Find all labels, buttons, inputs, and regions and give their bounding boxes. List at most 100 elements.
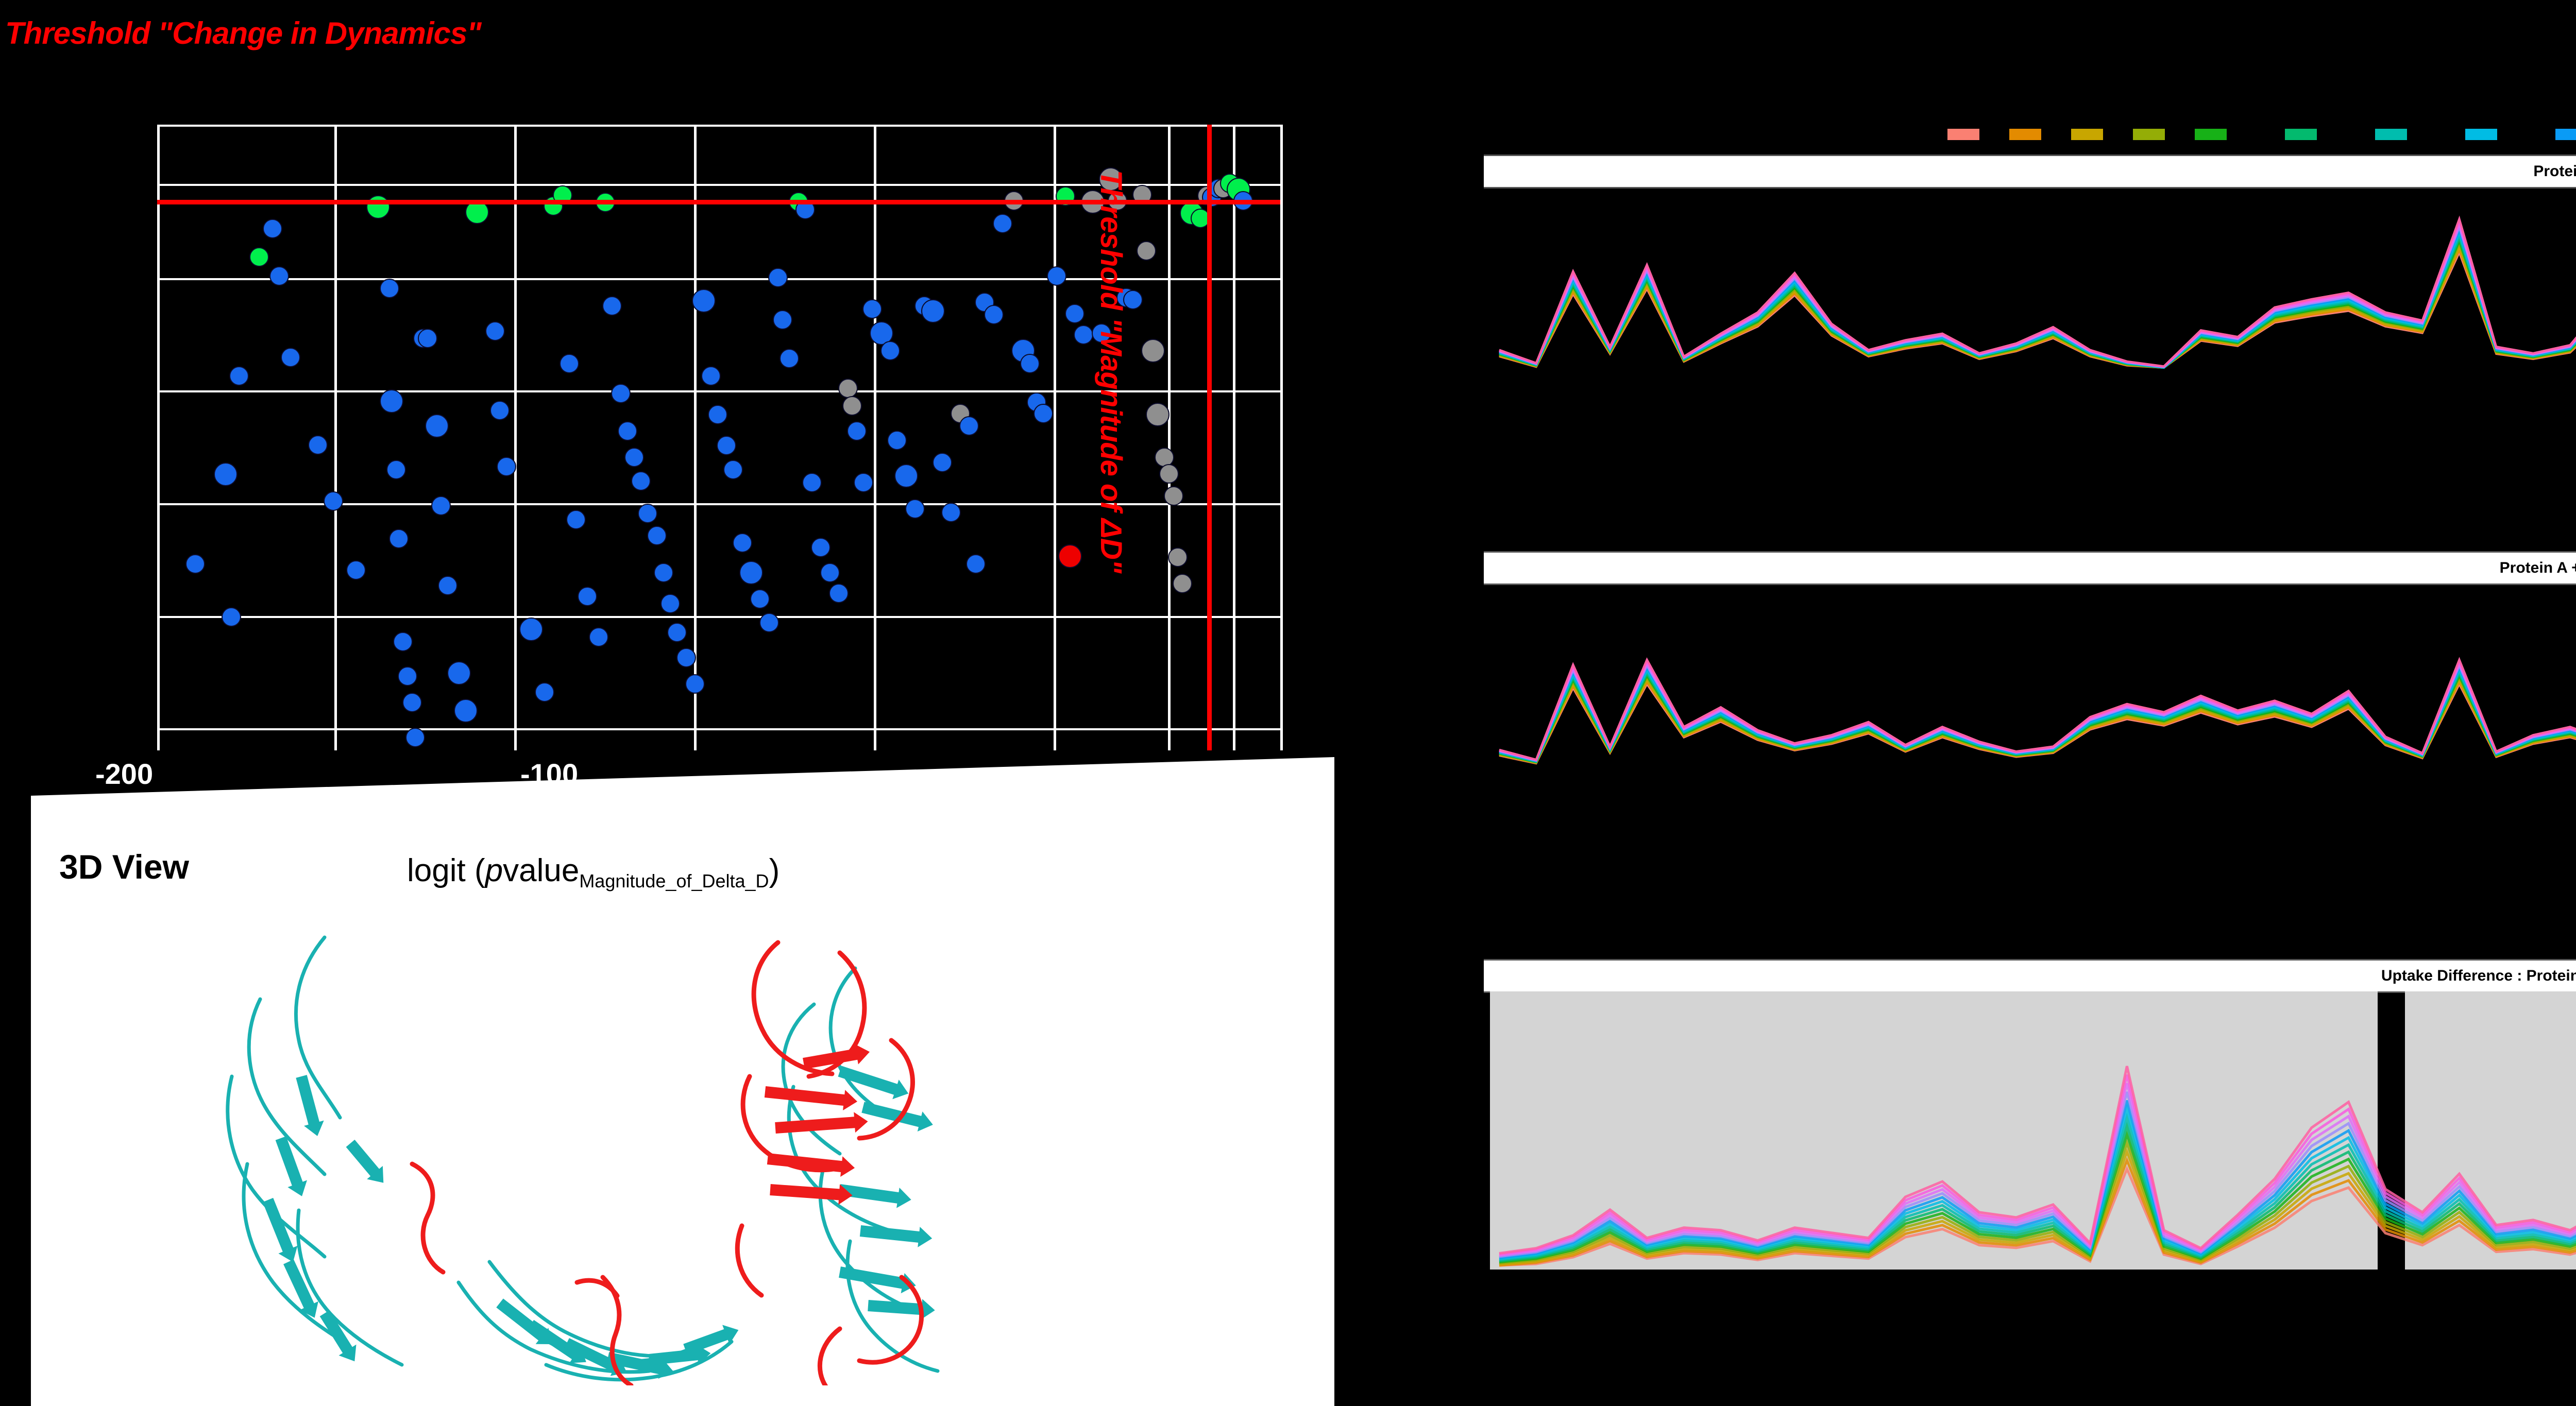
scatter-point[interactable] bbox=[1146, 403, 1170, 426]
scatter-point[interactable] bbox=[618, 421, 637, 441]
scatter-point[interactable] bbox=[692, 289, 716, 313]
scatter-point[interactable] bbox=[1141, 339, 1165, 363]
scatter-point[interactable] bbox=[324, 491, 343, 511]
scatter-point[interactable] bbox=[519, 618, 543, 641]
ribbon-sheet-arrow bbox=[682, 1321, 742, 1359]
scatter-point[interactable] bbox=[602, 296, 622, 316]
scatter-point[interactable] bbox=[281, 348, 300, 367]
scatter-point[interactable] bbox=[880, 341, 900, 361]
scatter-point[interactable] bbox=[773, 310, 792, 330]
scatter-point[interactable] bbox=[708, 405, 727, 424]
scatter-point[interactable] bbox=[269, 266, 289, 286]
scatter-point[interactable] bbox=[425, 414, 449, 438]
scatter-point[interactable] bbox=[1168, 547, 1188, 567]
scatter-point[interactable] bbox=[263, 219, 282, 238]
scatter-point[interactable] bbox=[723, 460, 743, 479]
scatter-point[interactable] bbox=[984, 305, 1004, 324]
scatter-point[interactable] bbox=[1065, 304, 1084, 323]
scatter-point[interactable] bbox=[959, 416, 979, 436]
scatter-point[interactable] bbox=[905, 499, 925, 519]
scatter-point[interactable] bbox=[802, 473, 822, 492]
scatter-point[interactable] bbox=[214, 462, 238, 486]
scatter-point[interactable] bbox=[380, 389, 403, 413]
scatter-point[interactable] bbox=[535, 682, 554, 702]
scatter-point[interactable] bbox=[308, 435, 328, 455]
scatter-point[interactable] bbox=[733, 533, 752, 553]
scatter-point[interactable] bbox=[454, 699, 478, 723]
x-axis-label-main: logit ( bbox=[407, 853, 485, 888]
uptake-chart-difference[interactable] bbox=[1484, 991, 2576, 1270]
scatter-point[interactable] bbox=[1033, 404, 1053, 423]
scatter-point[interactable] bbox=[402, 693, 422, 712]
scatter-point[interactable] bbox=[933, 453, 952, 472]
scatter-point[interactable] bbox=[624, 448, 644, 467]
scatter-point[interactable] bbox=[829, 584, 849, 603]
scatter-point[interactable] bbox=[222, 607, 241, 627]
scatter-point[interactable] bbox=[838, 379, 858, 398]
scatter-point[interactable] bbox=[249, 247, 269, 267]
scatter-point[interactable] bbox=[667, 623, 687, 642]
scatter-point[interactable] bbox=[887, 431, 907, 450]
scatter-point[interactable] bbox=[854, 473, 873, 492]
scatter-point[interactable] bbox=[386, 460, 406, 479]
scatter-point[interactable] bbox=[1020, 354, 1040, 373]
uptake-chart-protein-a[interactable] bbox=[1484, 186, 2576, 372]
scatter-point[interactable] bbox=[739, 561, 763, 585]
scatter-point[interactable] bbox=[894, 464, 918, 488]
scatter-point[interactable] bbox=[847, 421, 867, 441]
scatter-point[interactable] bbox=[490, 401, 510, 420]
scatter-point[interactable] bbox=[185, 554, 205, 574]
scatter-point[interactable] bbox=[921, 299, 945, 323]
scatter-point[interactable] bbox=[393, 632, 413, 651]
scatter-point[interactable] bbox=[560, 354, 579, 373]
scatter-point[interactable] bbox=[750, 589, 770, 609]
scatter-point[interactable] bbox=[654, 563, 673, 582]
uptake-chart-protein-a-ligand[interactable] bbox=[1484, 583, 2576, 768]
scatter-point[interactable] bbox=[1173, 574, 1192, 593]
scatter-point[interactable] bbox=[431, 496, 451, 516]
scatter-point[interactable] bbox=[497, 457, 516, 476]
scatter-point[interactable] bbox=[438, 576, 457, 595]
scatter-point[interactable] bbox=[862, 299, 882, 319]
protein-ribbon-diagram[interactable] bbox=[170, 922, 1072, 1385]
scatter-point[interactable] bbox=[366, 195, 390, 219]
scatter-point[interactable] bbox=[717, 436, 736, 455]
scatter-point[interactable] bbox=[759, 613, 779, 632]
scatter-point[interactable] bbox=[820, 563, 840, 582]
scatter-point[interactable] bbox=[779, 349, 799, 368]
scatter-point[interactable] bbox=[638, 504, 657, 523]
scatter-point[interactable] bbox=[941, 503, 961, 522]
scatter-point[interactable] bbox=[589, 627, 608, 647]
scatter-point[interactable] bbox=[447, 661, 471, 685]
scatter-point[interactable] bbox=[566, 510, 586, 529]
scatter-point[interactable] bbox=[485, 321, 505, 341]
scatter-point[interactable] bbox=[418, 329, 437, 348]
scatter-point[interactable] bbox=[611, 384, 631, 403]
scatter-point[interactable] bbox=[966, 554, 986, 574]
scatter-point[interactable] bbox=[229, 366, 249, 386]
scatter-point[interactable] bbox=[389, 529, 409, 548]
scatter-point[interactable] bbox=[346, 560, 366, 580]
scatter-point[interactable] bbox=[811, 538, 831, 557]
scatter-point[interactable] bbox=[380, 279, 399, 298]
scatter-point[interactable] bbox=[1058, 544, 1082, 568]
scatter-point[interactable] bbox=[701, 366, 721, 386]
scatter-point[interactable] bbox=[1164, 486, 1183, 506]
scatter-point[interactable] bbox=[398, 666, 417, 686]
scatter-point[interactable] bbox=[676, 648, 696, 667]
scatter-point[interactable] bbox=[1137, 241, 1156, 261]
scatter-point[interactable] bbox=[660, 594, 680, 613]
scatter-point[interactable] bbox=[768, 268, 788, 287]
scatter-point[interactable] bbox=[631, 471, 651, 491]
scatter-point[interactable] bbox=[647, 526, 667, 545]
scatter-point[interactable] bbox=[993, 214, 1012, 233]
grid-line-horizontal bbox=[157, 125, 1280, 127]
scatter-point[interactable] bbox=[842, 396, 862, 416]
legend-swatch bbox=[2285, 129, 2317, 140]
scatter-point[interactable] bbox=[1047, 266, 1066, 286]
scatter-point[interactable] bbox=[405, 728, 425, 747]
scatter-point[interactable] bbox=[1159, 464, 1179, 484]
scatter-point[interactable] bbox=[685, 674, 705, 694]
scatter-point[interactable] bbox=[1074, 325, 1093, 345]
scatter-point[interactable] bbox=[578, 587, 597, 606]
